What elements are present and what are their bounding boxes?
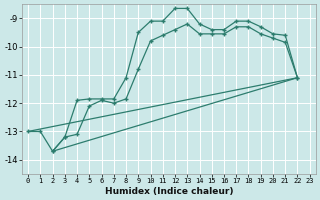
X-axis label: Humidex (Indice chaleur): Humidex (Indice chaleur) xyxy=(105,187,233,196)
